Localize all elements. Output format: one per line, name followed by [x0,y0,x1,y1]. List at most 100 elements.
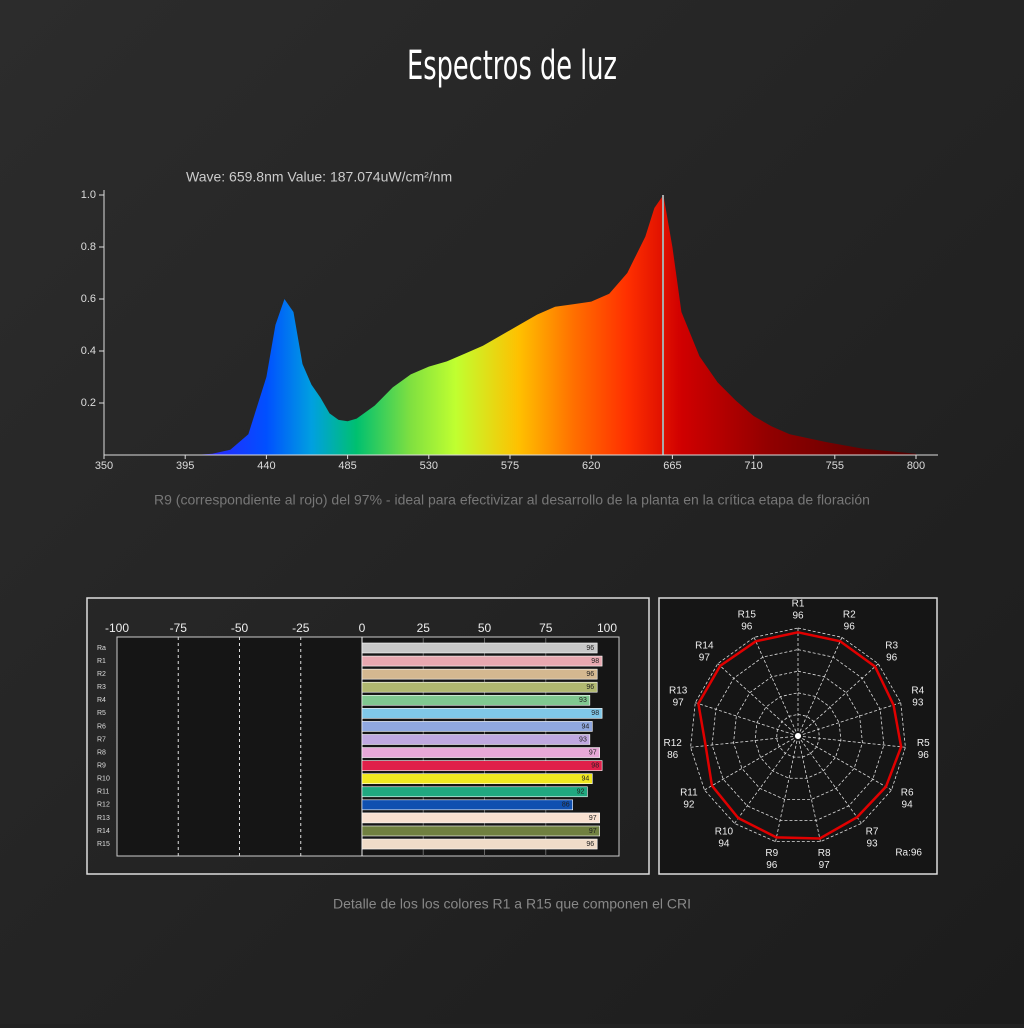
radar-value: 97 [699,652,711,663]
category-label: R15 [97,841,110,848]
category-label: R5 [97,710,106,717]
value-label: 96 [586,671,594,678]
bar [361,799,573,811]
bar [361,655,603,667]
category-label: R2 [97,671,106,678]
radar-label: R10 [715,827,734,838]
spoke [690,735,799,748]
category-label: R11 [97,789,109,796]
radar-value: 96 [844,622,856,633]
radar-label: R9 [765,848,778,859]
caption: Detalle de los los colores R1 a R15 que … [333,896,691,912]
caption: R9 (correspondiente al rojo) del 97% - i… [154,492,870,508]
radar-label: R11 [680,788,698,799]
value-label: 96 [586,645,594,652]
radar-label: R14 [695,640,714,651]
y-tick-label: 0.6 [81,293,96,305]
category-label: Ra [97,645,106,652]
grid-ring [690,627,906,843]
y-tick-label: 0.4 [81,345,96,357]
radar-value: 96 [766,860,778,871]
value-label: 86 [562,802,570,809]
y-tick-label: 0.8 [81,241,96,253]
x-tick-label: -25 [292,621,310,635]
annotation: Wave: 659.8nm Value: 187.074uW/cm²/nm [186,169,452,185]
radar-value: 93 [866,839,878,850]
spoke [797,735,821,842]
radar-value: 92 [683,800,695,811]
value-label: 92 [577,789,585,796]
category-label: R9 [97,762,106,769]
x-tick-label: 50 [478,621,492,635]
radar-line [697,631,903,840]
spoke [695,702,799,737]
x-tick-label: 530 [420,460,438,472]
value-label: 96 [586,841,594,848]
spoke [797,735,862,824]
bar [361,681,598,693]
bar [361,786,588,798]
radar-label: R7 [866,827,879,838]
radar-label: R3 [885,640,898,651]
bar [361,760,603,771]
spoke [797,637,843,737]
x-tick-label: 100 [597,621,617,635]
radar-value: 94 [718,839,730,850]
panel-frame [86,597,650,875]
category-label: R12 [97,802,110,809]
spectrum-area [104,195,916,455]
grid-ring [776,713,820,758]
spoke [797,663,879,737]
category-label: R14 [97,828,110,835]
x-tick-label: 440 [257,460,275,472]
radar-label: R8 [818,848,831,859]
x-tick-label: -75 [170,621,188,635]
radar-value: 96 [741,622,753,633]
bar [361,642,598,654]
bar [361,773,593,785]
value-label: 94 [582,776,590,783]
radar-label: R5 [917,738,930,749]
value-label: 97 [589,815,597,822]
spoke [797,735,892,791]
bar [361,668,598,680]
radar-label: R15 [738,610,757,621]
x-tick-label: 485 [338,460,356,472]
bar [361,825,600,837]
value-label: 98 [591,762,599,769]
radar-value: 96 [918,750,930,761]
x-tick-label: 395 [176,460,194,472]
bar [361,734,591,745]
value-label: 94 [582,723,590,730]
value-label: 97 [589,749,597,756]
bar [361,747,600,758]
bar [361,812,600,824]
value-label: 93 [579,736,587,743]
category-label: R4 [97,697,106,704]
x-tick-label: 710 [744,460,762,472]
value-label: 97 [589,828,597,835]
radar-label: R13 [669,686,688,697]
bar [361,721,593,732]
x-tick-label: -50 [231,621,249,635]
x-tick-label: 75 [539,621,553,635]
x-tick-label: 25 [417,621,431,635]
spoke [797,702,901,737]
y-tick-label: 0.2 [81,397,96,409]
value-label: 98 [591,658,599,665]
x-tick-label: 755 [826,460,844,472]
spoke [734,735,799,824]
radar-value: 97 [819,860,831,871]
radar-value: 94 [902,800,914,811]
radar-label: R1 [792,599,805,610]
x-tick-label: 575 [501,460,519,472]
radar-label: R12 [664,738,683,749]
spoke [797,735,906,748]
value-label: 98 [591,710,599,717]
x-tick-label: 665 [663,460,681,472]
value-label: 93 [579,697,587,704]
value-label: 96 [586,684,594,691]
category-label: R8 [97,749,106,756]
